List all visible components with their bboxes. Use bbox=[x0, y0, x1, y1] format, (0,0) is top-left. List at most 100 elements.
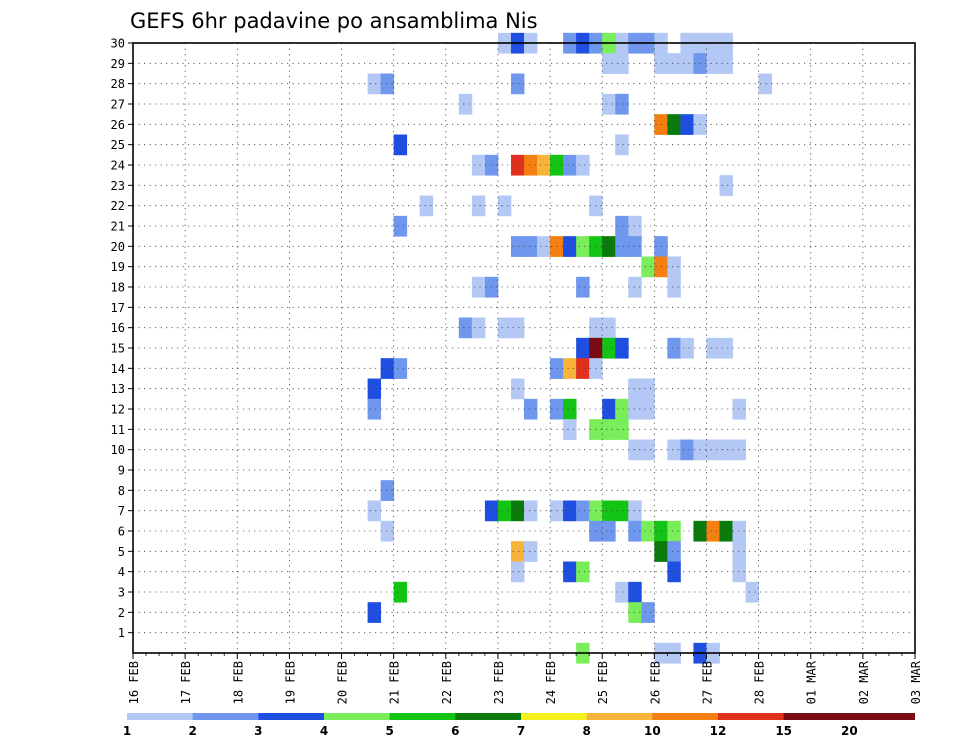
heatmap-cell bbox=[393, 215, 408, 237]
heatmap-cell bbox=[719, 337, 733, 359]
heatmap-cell bbox=[524, 236, 538, 257]
heatmap-cell bbox=[576, 154, 590, 176]
y-tick-label: 15 bbox=[111, 342, 125, 356]
chart-title: GEFS 6hr padavine po ansamblima Nis bbox=[130, 9, 538, 33]
heatmap-cell bbox=[367, 378, 382, 400]
x-tick-label: 02 MAR bbox=[857, 660, 871, 704]
heatmap-cell bbox=[602, 419, 616, 440]
heatmap-cell bbox=[719, 439, 733, 461]
heatmap-cell bbox=[628, 439, 642, 461]
heatmap-cell bbox=[419, 195, 434, 217]
heatmap-cell bbox=[471, 195, 486, 217]
colorbar-legend: 1 2 3 4 5 6 7 8 10 12 15 20 bbox=[123, 713, 915, 738]
heatmap-cell bbox=[628, 236, 642, 257]
heatmap-cell bbox=[563, 236, 577, 257]
heatmap-cell bbox=[367, 500, 382, 522]
heatmap-cell bbox=[641, 256, 655, 278]
heatmap-cell bbox=[380, 73, 395, 95]
heatmap-cell bbox=[667, 561, 681, 583]
heatmap-cell bbox=[393, 358, 408, 379]
heatmap-cell bbox=[732, 398, 746, 420]
heatmap-cell bbox=[667, 53, 681, 74]
heatmap-cell bbox=[667, 276, 681, 298]
heatmap-cell bbox=[602, 398, 616, 420]
x-tick-label: 21 FEB bbox=[388, 661, 402, 704]
y-tick-label: 23 bbox=[111, 179, 125, 193]
heatmap-cell bbox=[641, 439, 655, 461]
y-tick-label: 8 bbox=[118, 484, 125, 498]
colorbar-label: 7 bbox=[517, 724, 525, 738]
y-tick-label: 19 bbox=[111, 260, 125, 274]
heatmap-cell bbox=[680, 114, 694, 135]
x-tick-label: 01 MAR bbox=[805, 660, 819, 704]
heatmap-cell bbox=[628, 378, 642, 400]
heatmap-cell bbox=[563, 500, 577, 522]
heatmap-cell bbox=[471, 276, 486, 298]
heatmap-cell bbox=[628, 602, 642, 623]
heatmap-cell bbox=[510, 561, 525, 583]
colorbar-label: 12 bbox=[710, 724, 727, 738]
heatmap-cell bbox=[641, 398, 655, 420]
y-tick-label: 20 bbox=[111, 240, 125, 254]
heatmap-cell bbox=[537, 154, 551, 176]
x-tick-label: 22 FEB bbox=[440, 661, 454, 704]
y-tick-label: 14 bbox=[111, 362, 125, 376]
heatmap-cell bbox=[667, 337, 681, 359]
heatmap-cell bbox=[393, 134, 408, 156]
colorbar-label: 6 bbox=[451, 724, 459, 738]
x-tick-label: 17 FEB bbox=[179, 661, 193, 704]
heatmap-cell bbox=[667, 114, 681, 135]
y-tick-label: 25 bbox=[111, 138, 125, 152]
colorbar-swatch bbox=[192, 713, 259, 720]
heatmap-cell bbox=[732, 439, 746, 461]
heatmap-cell bbox=[380, 480, 395, 501]
y-tick-label: 30 bbox=[111, 37, 125, 51]
heatmap-cell bbox=[615, 337, 629, 359]
heatmap-cell bbox=[719, 520, 733, 542]
heatmap-cell bbox=[563, 154, 577, 176]
x-tick-label: 25 FEB bbox=[596, 661, 610, 704]
y-tick-label: 9 bbox=[118, 464, 125, 478]
heatmap-cell bbox=[576, 276, 590, 298]
heatmap-cell bbox=[497, 317, 512, 339]
heatmap-cell bbox=[667, 256, 681, 278]
colorbar-label: 1 bbox=[123, 724, 131, 738]
y-tick-label: 17 bbox=[111, 301, 125, 315]
heatmap-cell bbox=[576, 337, 590, 359]
heatmap-cell bbox=[524, 541, 538, 562]
y-tick-label: 2 bbox=[118, 606, 125, 620]
heatmap-cell bbox=[380, 520, 395, 542]
heatmap-cell bbox=[706, 337, 720, 359]
y-tick-label: 3 bbox=[118, 586, 125, 600]
heatmap-cell bbox=[615, 134, 629, 156]
y-tick-label: 27 bbox=[111, 98, 125, 112]
heatmap-cell bbox=[367, 602, 382, 623]
heatmap-cell bbox=[471, 317, 486, 339]
y-tick-label: 7 bbox=[118, 504, 125, 518]
colorbar-swatch bbox=[324, 713, 391, 720]
heatmap-cell bbox=[719, 53, 733, 74]
heatmap-cell bbox=[602, 500, 616, 522]
heatmap-cell bbox=[667, 541, 681, 562]
heatmap-cell bbox=[732, 541, 746, 562]
heatmap-cell bbox=[602, 520, 616, 542]
heatmap-cell bbox=[732, 520, 746, 542]
x-tick-label: 16 FEB bbox=[127, 661, 141, 704]
heatmap-cell bbox=[706, 439, 720, 461]
heatmap-cell bbox=[576, 500, 590, 522]
heatmap-cell bbox=[602, 337, 616, 359]
heatmap-cell bbox=[615, 581, 629, 603]
colorbar-swatch bbox=[849, 713, 915, 720]
heatmap-cell bbox=[380, 358, 395, 379]
x-tick-label: 27 FEB bbox=[700, 661, 714, 704]
colorbar-swatch bbox=[455, 713, 522, 720]
heatmap-cell bbox=[706, 520, 720, 542]
heatmap-cell bbox=[510, 541, 525, 562]
x-tick-label: 19 FEB bbox=[283, 661, 297, 704]
heatmap-cell bbox=[576, 561, 590, 583]
y-tick-label: 29 bbox=[111, 57, 125, 71]
heatmap-cell bbox=[641, 520, 655, 542]
y-tick-label: 26 bbox=[111, 118, 125, 132]
heatmap-cell bbox=[563, 398, 577, 420]
heatmap-cell bbox=[641, 378, 655, 400]
